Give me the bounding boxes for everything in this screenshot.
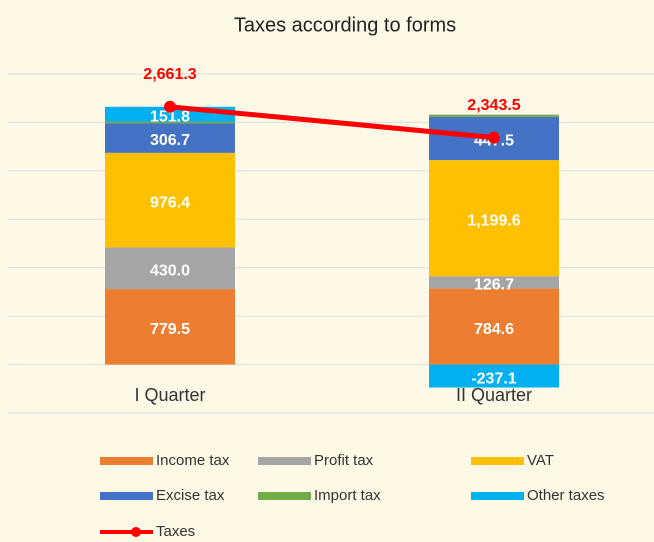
- legend-swatch: [100, 492, 153, 500]
- bar-segment: [105, 121, 235, 124]
- bar-segment: [429, 288, 559, 365]
- legend-label: VAT: [527, 452, 554, 469]
- bar-segment: [105, 152, 235, 248]
- bar-segment: [105, 289, 235, 365]
- data-label: 151.8: [150, 108, 190, 125]
- data-label: 2,343.5: [467, 97, 520, 114]
- chart-title: Taxes according to forms: [234, 14, 456, 36]
- data-label: 306.7: [150, 132, 190, 149]
- data-label: 976.4: [150, 194, 190, 211]
- bar-segment: [429, 364, 559, 388]
- legend-swatch: [258, 457, 311, 465]
- x-tick-label: II Quarter: [456, 385, 532, 405]
- legend-swatch: [471, 457, 524, 465]
- legend-label: Excise tax: [156, 487, 225, 504]
- line-point: [164, 100, 176, 113]
- legend-swatch: [100, 457, 153, 465]
- line: [169, 104, 495, 141]
- legend-swatch: [258, 492, 311, 500]
- legend-swatch: [471, 492, 524, 500]
- line-point: [488, 131, 500, 144]
- data-label: 430.0: [150, 262, 190, 279]
- bar-segment: [429, 276, 559, 289]
- bar-segment: [429, 114, 559, 117]
- data-label: 1,199.6: [467, 212, 520, 229]
- bar-segment: [105, 123, 235, 153]
- legend-label: Import tax: [314, 487, 381, 504]
- data-label: 126.7: [474, 277, 514, 294]
- data-label: 779.5: [150, 321, 190, 338]
- bar-segment: [105, 247, 235, 290]
- legend-label: Taxes: [156, 523, 195, 540]
- data-label: 2,661.3: [143, 66, 196, 83]
- legend-swatch: [131, 527, 141, 537]
- data-label: -237.1: [471, 370, 516, 387]
- data-label: 784.6: [474, 321, 514, 338]
- x-tick-label: I Quarter: [134, 385, 205, 405]
- bar-segment: [429, 160, 559, 277]
- legend-label: Profit tax: [314, 452, 374, 469]
- legend-label: Income tax: [156, 452, 230, 469]
- legend-label: Other taxes: [527, 487, 605, 504]
